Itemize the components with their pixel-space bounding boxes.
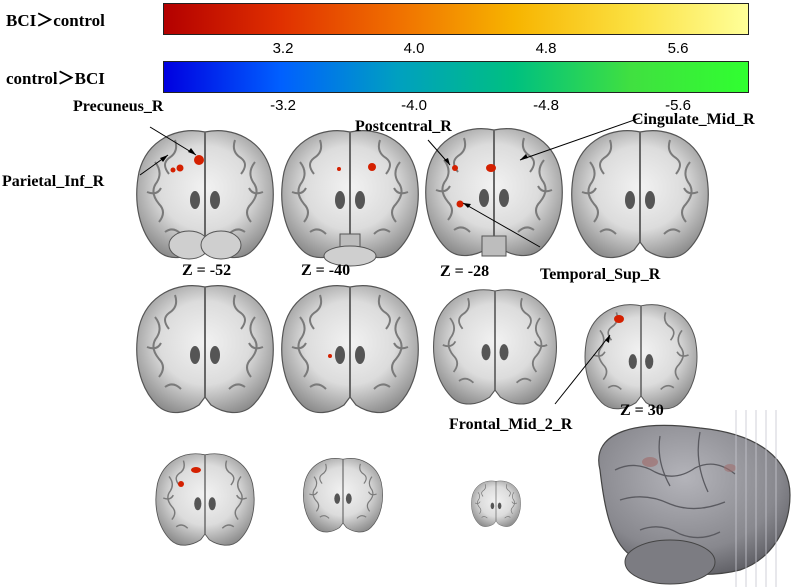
coronal-slice-8 bbox=[584, 303, 698, 410]
colorbar-positive-label: BCI＞control bbox=[6, 11, 105, 30]
region-label-precuneus: Precuneus_R bbox=[73, 98, 164, 115]
slice-label: Z = -52 bbox=[182, 262, 232, 279]
coronal-slice-11 bbox=[471, 480, 521, 527]
colorbar-negative-tick: -3.2 bbox=[270, 97, 296, 114]
slice-label: Z = -40 bbox=[301, 262, 351, 279]
colorbar-negative bbox=[163, 61, 749, 93]
coronal-slice-10 bbox=[302, 457, 384, 533]
slice-label: Z = -28 bbox=[440, 263, 490, 280]
coronal-slice-7 bbox=[432, 288, 558, 405]
colorbar-negative-tick: -4.8 bbox=[533, 97, 559, 114]
region-label-temporal-sup: Temporal_Sup_R bbox=[540, 266, 661, 283]
cerebellum bbox=[168, 230, 242, 260]
slice-label: Z = 30 bbox=[620, 402, 664, 419]
coronal-slice-9 bbox=[155, 453, 255, 546]
colorbar-negative-tick: -5.6 bbox=[665, 97, 691, 114]
coronal-slice-6 bbox=[280, 284, 420, 414]
region-label-postcentral: Postcentral_R bbox=[355, 118, 452, 135]
colorbar-positive-tick: 3.2 bbox=[272, 40, 294, 57]
region-label-parietal-inf: Parietal_Inf_R bbox=[2, 173, 105, 190]
colorbar-positive-tick: 5.6 bbox=[667, 40, 689, 57]
brainstem bbox=[481, 235, 507, 257]
colorbar-positive-tick: 4.0 bbox=[403, 40, 425, 57]
coronal-slice-4 bbox=[570, 129, 710, 259]
brainstem bbox=[323, 233, 377, 267]
rendered-brain-3d bbox=[598, 410, 791, 587]
colorbar-positive bbox=[163, 3, 749, 35]
coronal-slice-5 bbox=[135, 284, 275, 414]
colorbar-negative-label: control＞BCI bbox=[6, 69, 105, 88]
colorbar-positive-tick: 4.8 bbox=[535, 40, 557, 57]
region-label-frontal-mid: Frontal_Mid_2_R bbox=[449, 416, 573, 433]
activation-clusters bbox=[170, 155, 624, 487]
region-label-cingulate-mid: Cingulate_Mid_R bbox=[632, 111, 755, 128]
colorbar-negative-tick: -4.0 bbox=[401, 97, 427, 114]
